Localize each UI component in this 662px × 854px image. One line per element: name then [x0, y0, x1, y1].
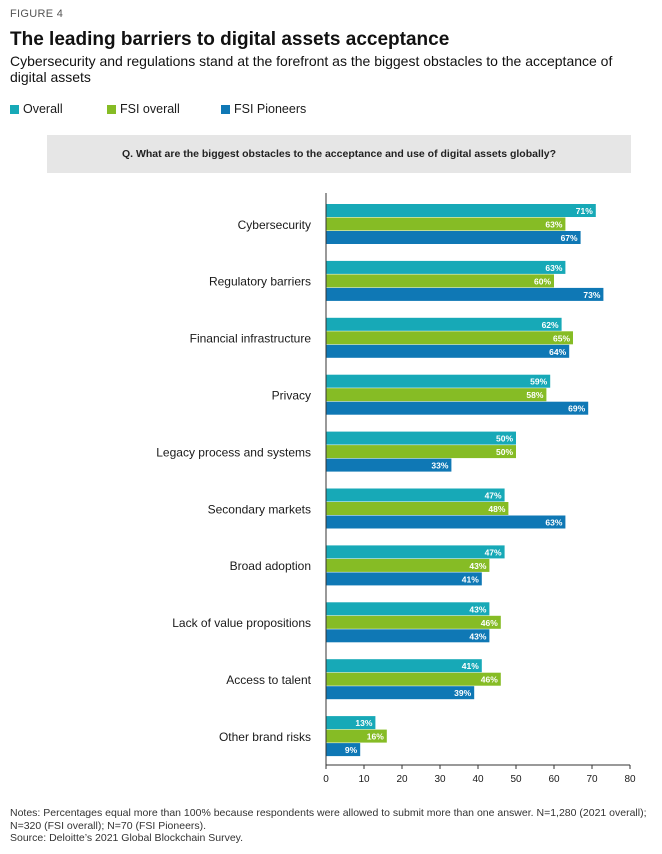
- bar-value-label: 59%: [530, 377, 547, 387]
- bar-value-label: 46%: [481, 618, 498, 628]
- bar: [326, 686, 475, 700]
- category-label: Secondary markets: [208, 502, 311, 516]
- legend-label-fsi-pioneers: FSI Pioneers: [234, 102, 307, 116]
- bar: [326, 344, 570, 358]
- bar-value-label: 9%: [345, 745, 358, 755]
- bar: [326, 317, 562, 331]
- x-tick-label: 20: [396, 774, 408, 785]
- bar: [326, 729, 387, 743]
- bar: [326, 274, 554, 288]
- x-tick-label: 50: [510, 774, 522, 785]
- bar-value-label: 63%: [545, 263, 562, 273]
- bar: [326, 602, 490, 616]
- bar: [326, 572, 482, 586]
- bar-value-label: 58%: [526, 390, 543, 400]
- bar: [326, 629, 490, 643]
- category-label: Broad adoption: [230, 559, 311, 573]
- bar: [326, 488, 505, 502]
- bar: [326, 615, 501, 629]
- bar-value-label: 33%: [431, 461, 448, 471]
- bar-value-label: 48%: [488, 504, 505, 514]
- bar-value-label: 41%: [462, 661, 479, 671]
- bar: [326, 558, 490, 572]
- category-label: Cybersecurity: [238, 218, 311, 232]
- bar: [326, 388, 547, 402]
- figure-label: FIGURE 4: [10, 8, 64, 20]
- x-tick-label: 0: [323, 774, 329, 785]
- bar-value-label: 41%: [462, 574, 479, 584]
- survey-question: Q. What are the biggest obstacles to the…: [47, 135, 631, 173]
- category-label: Other brand risks: [219, 730, 311, 744]
- legend-item-fsi-overall: FSI overall: [107, 102, 221, 116]
- bar: [326, 231, 581, 244]
- chart-subtitle: Cybersecurity and regulations stand at t…: [10, 53, 613, 85]
- category-label: Financial infrastructure: [190, 332, 312, 346]
- bar-value-label: 47%: [485, 547, 502, 557]
- bar-value-label: 50%: [496, 434, 513, 444]
- bar-value-label: 60%: [534, 276, 551, 286]
- x-tick-label: 10: [358, 774, 370, 785]
- category-label: Legacy process and systems: [156, 445, 311, 459]
- bar-value-label: 62%: [542, 320, 559, 330]
- legend-swatch-fsi-pioneers: [221, 104, 230, 114]
- x-tick-label: 30: [434, 774, 446, 785]
- bar-value-label: 73%: [583, 290, 600, 300]
- bar-value-label: 64%: [549, 347, 566, 357]
- bar: [326, 431, 516, 445]
- bar-value-label: 43%: [469, 631, 486, 641]
- notes: Notes: Percentages equal more than 100% …: [10, 807, 658, 845]
- bar: [326, 374, 551, 388]
- bar-value-label: 43%: [469, 561, 486, 571]
- bar: [326, 545, 505, 559]
- legend: Overall FSI overall FSI Pioneers: [10, 102, 306, 116]
- legend-label-overall: Overall: [23, 102, 63, 116]
- bar: [326, 287, 604, 301]
- bar: [326, 331, 573, 345]
- bar-value-label: 46%: [481, 675, 498, 685]
- category-label: Regulatory barriers: [209, 275, 311, 289]
- bar: [326, 716, 376, 730]
- x-tick-label: 60: [548, 774, 560, 785]
- category-label: Lack of value propositions: [172, 616, 311, 630]
- bar: [326, 458, 452, 472]
- bar-value-label: 67%: [561, 233, 578, 243]
- notes-text: Notes: Percentages equal more than 100% …: [10, 807, 647, 832]
- category-label: Access to talent: [226, 673, 311, 687]
- legend-item-overall: Overall: [10, 102, 107, 116]
- bar-chart: Cybersecurity 71% 63% 67% Regulatory barrier…: [156, 193, 636, 785]
- bar-value-label: 13%: [355, 718, 372, 728]
- bar-value-label: 39%: [454, 688, 471, 698]
- bar-value-label: 69%: [568, 404, 585, 414]
- chart-title: The leading barriers to digital assets a…: [10, 29, 450, 50]
- bar: [326, 502, 509, 515]
- bar-value-label: 16%: [367, 732, 384, 742]
- legend-label-fsi-overall: FSI overall: [120, 102, 180, 116]
- bar: [326, 515, 566, 529]
- category-label: Privacy: [272, 388, 311, 402]
- bar: [326, 217, 566, 231]
- bar-value-label: 50%: [496, 447, 513, 457]
- bar: [326, 672, 501, 686]
- bar: [326, 445, 516, 459]
- bar: [326, 743, 361, 757]
- x-tick-label: 40: [472, 774, 484, 785]
- bar-value-label: 65%: [553, 333, 570, 343]
- bar-value-label: 71%: [576, 206, 593, 216]
- bar: [326, 401, 589, 415]
- legend-swatch-overall: [10, 104, 19, 114]
- bar-value-label: 63%: [545, 219, 562, 229]
- x-tick-label: 70: [586, 774, 598, 785]
- legend-swatch-fsi-overall: [107, 104, 116, 114]
- bar-value-label: 63%: [545, 517, 562, 527]
- bar: [326, 204, 596, 217]
- bar: [326, 260, 566, 274]
- x-tick-label: 80: [624, 774, 636, 785]
- bar: [326, 659, 482, 673]
- source-text: Source: Deloitte’s 2021 Global Blockchai…: [10, 832, 244, 844]
- bar-value-label: 43%: [469, 604, 486, 614]
- bar-value-label: 47%: [485, 490, 502, 500]
- legend-item-fsi-pioneers: FSI Pioneers: [221, 102, 306, 116]
